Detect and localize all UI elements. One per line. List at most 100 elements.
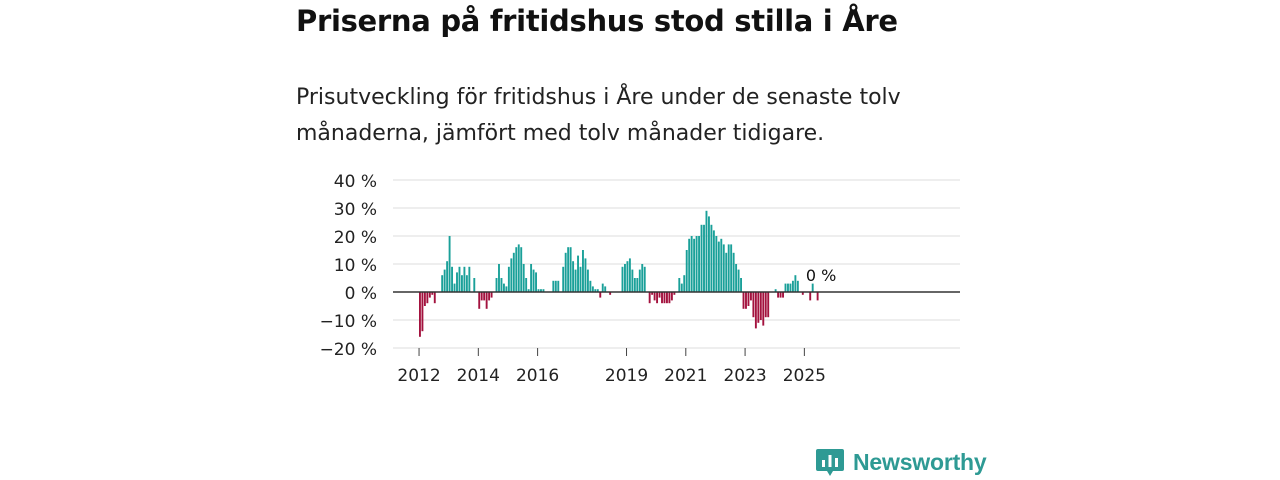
bar — [631, 269, 634, 292]
bar — [698, 236, 701, 292]
bar — [641, 264, 644, 292]
bar — [441, 275, 444, 292]
bar — [584, 258, 587, 292]
bar — [754, 292, 757, 329]
bar — [460, 275, 463, 292]
bar — [690, 236, 693, 292]
bar — [809, 292, 812, 301]
bar — [574, 269, 577, 292]
bar — [737, 269, 740, 292]
bar — [601, 283, 604, 292]
bar — [801, 292, 804, 295]
bar — [666, 292, 668, 304]
bar — [730, 244, 733, 292]
x-axis: 2012 2014 2016 2019 2021 2023 2025 — [393, 291, 960, 386]
bar — [419, 292, 421, 337]
bar — [535, 272, 537, 292]
bar — [791, 280, 794, 292]
bar — [710, 224, 713, 292]
bar — [745, 292, 747, 309]
bar — [530, 264, 533, 292]
bar — [796, 280, 799, 292]
bar — [468, 266, 471, 292]
bar — [757, 292, 760, 323]
bar — [591, 286, 594, 292]
x-tick-label: 2012 — [397, 366, 440, 386]
bar — [722, 244, 725, 292]
bar — [638, 269, 641, 292]
bar — [507, 266, 510, 292]
bar — [426, 292, 429, 304]
bar — [456, 272, 458, 292]
x-tick-label: 2025 — [783, 366, 826, 386]
bar — [693, 238, 696, 292]
bar — [594, 289, 597, 292]
bar — [463, 266, 466, 292]
bar — [626, 261, 629, 292]
x-tick-label: 2019 — [605, 366, 648, 386]
bar — [643, 266, 646, 292]
y-axis-labels: 40 % 30 % 20 % 10 % 0 % −10 % −20 % — [320, 172, 377, 360]
page-title: Priserna på fritidshus stod stilla i Åre — [296, 4, 898, 38]
bar — [596, 289, 599, 292]
bar — [465, 275, 468, 292]
bar — [512, 252, 515, 292]
bar — [495, 278, 498, 292]
bar — [752, 292, 755, 318]
bar — [683, 275, 686, 292]
bar — [774, 289, 777, 292]
bar — [525, 278, 528, 292]
bar — [532, 269, 535, 292]
bar — [586, 269, 589, 292]
newsworthy-logo-icon — [816, 449, 844, 476]
brand-name: Newsworthy — [853, 448, 987, 475]
bar — [567, 247, 570, 292]
bar — [715, 236, 718, 292]
bar — [540, 289, 542, 292]
bar — [767, 292, 770, 318]
bar — [787, 283, 789, 292]
bar — [725, 252, 728, 292]
y-tick-label: −10 % — [320, 312, 377, 332]
bar — [609, 292, 612, 295]
bar — [628, 258, 631, 292]
bar — [759, 292, 762, 320]
bar — [552, 280, 555, 292]
bar — [688, 238, 691, 292]
bar — [656, 292, 659, 304]
bar — [633, 278, 636, 292]
bar — [732, 252, 735, 292]
bar — [483, 292, 486, 301]
bar — [779, 292, 782, 298]
bar — [448, 236, 451, 292]
bar — [572, 261, 575, 292]
bar — [428, 292, 431, 298]
bar — [527, 289, 530, 292]
bar — [782, 292, 784, 298]
bar — [421, 292, 424, 332]
newsworthy-logo: Newsworthy — [815, 446, 987, 478]
bar — [542, 289, 545, 292]
bar — [564, 252, 567, 292]
bar — [485, 292, 488, 309]
bar — [670, 292, 673, 301]
bar — [712, 230, 715, 292]
bar — [510, 258, 513, 292]
bar — [621, 266, 624, 292]
bar — [500, 278, 503, 292]
bar — [433, 292, 436, 304]
bar — [636, 278, 639, 292]
bar — [658, 292, 661, 298]
bar — [735, 264, 738, 292]
bar-chart: 40 %30 %20 %10 %0 %−10 %−20 % 2012 2014 20… — [320, 172, 960, 386]
bar — [747, 292, 750, 306]
bar — [720, 238, 723, 292]
bar — [520, 247, 523, 292]
bar — [661, 292, 663, 304]
bar — [515, 247, 518, 292]
bar — [453, 283, 456, 292]
bar — [478, 292, 481, 309]
bar — [473, 278, 476, 292]
y-tick-label: 0 % — [345, 284, 377, 304]
bar — [589, 280, 592, 292]
